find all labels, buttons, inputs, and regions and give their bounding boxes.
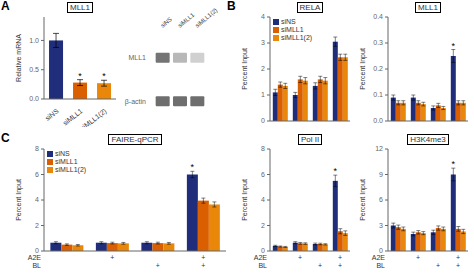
svg-text:siMLL1(2): siMLL1(2): [79, 107, 108, 127]
svg-text:4: 4: [35, 196, 39, 203]
html-text:B: B: [227, 0, 236, 13]
html-text:MLL1: MLL1: [70, 3, 90, 12]
svg-text:6: 6: [35, 171, 39, 178]
html-text:MLL1: MLL1: [418, 3, 438, 12]
html-text:siNS: siNS: [55, 150, 70, 157]
svg-text:+: +: [110, 254, 114, 261]
html-text:A: A: [1, 0, 10, 13]
html-text:Pol II: Pol II: [300, 135, 320, 144]
svg-text:Percent Input: Percent Input: [241, 179, 249, 221]
svg-text:+: +: [456, 262, 460, 269]
html-text:siMLL1(2): siMLL1(2): [281, 34, 313, 41]
svg-text:12: 12: [375, 145, 383, 152]
svg-text:+: +: [201, 262, 205, 269]
svg-text:β-actin: β-actin: [125, 98, 146, 106]
svg-text:siMLL1(2): siMLL1(2): [194, 7, 218, 29]
svg-text:siNS: siNS: [159, 16, 173, 29]
svg-text:2: 2: [35, 222, 39, 229]
svg-text:0: 0: [261, 247, 265, 254]
svg-text:0.5: 0.5: [29, 66, 39, 73]
svg-text:siMLL1: siMLL1: [177, 11, 196, 28]
svg-text:BL: BL: [32, 262, 41, 269]
svg-text:*: *: [191, 162, 195, 172]
html-text:FAIRE-qPCR: FAIRE-qPCR: [111, 135, 159, 144]
svg-text:A2E: A2E: [254, 254, 268, 261]
html-text:siMLL1(2): siMLL1(2): [55, 166, 87, 173]
svg-text:BL: BL: [376, 262, 385, 269]
svg-text:0.1: 0.1: [373, 91, 383, 98]
svg-text:+: +: [456, 254, 460, 261]
svg-text:Percent Input: Percent Input: [15, 179, 23, 221]
svg-text:Relative mRNA: Relative mRNA: [15, 34, 22, 82]
svg-text:4: 4: [261, 196, 265, 203]
svg-text:1: 1: [261, 91, 265, 98]
svg-text:0.2: 0.2: [373, 65, 383, 72]
svg-text:2: 2: [261, 65, 265, 72]
html-text:RELA: RELA: [299, 3, 321, 12]
html-text:siNS: siNS: [281, 18, 296, 25]
svg-text:siNS: siNS: [44, 107, 60, 122]
svg-text:0.0: 0.0: [29, 95, 39, 102]
svg-text:6: 6: [261, 171, 265, 178]
html-text:siMLL1: siMLL1: [55, 158, 78, 165]
svg-text:6: 6: [379, 196, 383, 203]
html-text:H3K4me3: H3K4me3: [410, 135, 446, 144]
svg-text:+: +: [156, 262, 160, 269]
svg-text:+: +: [436, 262, 440, 269]
svg-text:A2E: A2E: [372, 254, 386, 261]
svg-text:1.0: 1.0: [29, 37, 39, 44]
svg-text:+: +: [338, 262, 342, 269]
svg-text:Percent Input: Percent Input: [359, 48, 367, 90]
html-text:C: C: [1, 131, 10, 145]
svg-text:4: 4: [261, 13, 265, 20]
html-text:siMLL1: siMLL1: [281, 26, 304, 33]
svg-text:*: *: [78, 71, 82, 81]
svg-text:0: 0: [35, 247, 39, 254]
svg-text:+: +: [298, 254, 302, 261]
svg-text:*: *: [334, 166, 338, 176]
svg-text:+: +: [338, 254, 342, 261]
svg-text:A2E: A2E: [28, 254, 42, 261]
svg-text:8: 8: [35, 145, 39, 152]
svg-text:3: 3: [261, 39, 265, 46]
svg-text:+: +: [318, 262, 322, 269]
svg-text:*: *: [102, 71, 106, 81]
svg-text:0.3: 0.3: [373, 39, 383, 46]
svg-text:*: *: [452, 159, 456, 169]
svg-text:3: 3: [379, 222, 383, 229]
svg-text:9: 9: [379, 171, 383, 178]
svg-text:Percent Input: Percent Input: [359, 179, 367, 221]
svg-text:siMLL1: siMLL1: [62, 107, 84, 126]
svg-text:0.4: 0.4: [373, 13, 383, 20]
svg-text:*: *: [452, 41, 456, 51]
svg-text:MLL1: MLL1: [128, 54, 146, 61]
svg-text:+: +: [201, 254, 205, 261]
svg-text:Percent Input: Percent Input: [241, 48, 249, 90]
svg-text:8: 8: [261, 145, 265, 152]
svg-text:0: 0: [379, 247, 383, 254]
svg-text:BL: BL: [258, 262, 267, 269]
svg-text:+: +: [416, 254, 420, 261]
svg-text:2: 2: [261, 222, 265, 229]
svg-text:0.0: 0.0: [373, 117, 383, 124]
svg-text:0: 0: [261, 117, 265, 124]
